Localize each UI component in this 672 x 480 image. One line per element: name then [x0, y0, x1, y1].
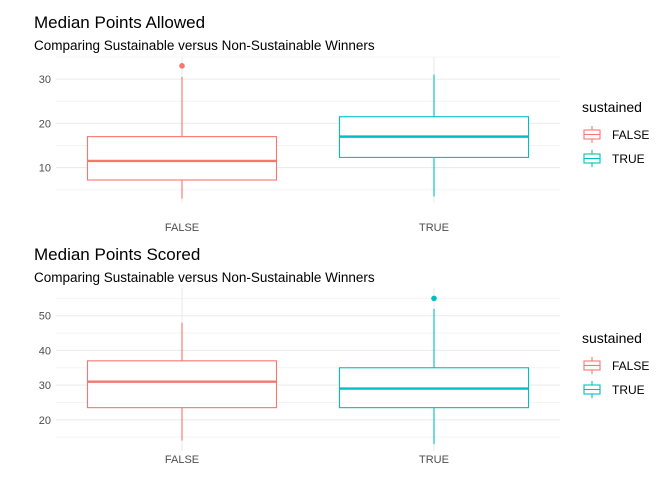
y-tick-label: 40: [39, 345, 51, 357]
legend-label: TRUE: [612, 383, 645, 397]
legend-label: FALSE: [612, 359, 649, 373]
legend: sustained FALSE TRUE: [582, 330, 649, 398]
legend-label: FALSE: [612, 128, 649, 142]
chart-subtitle: Comparing Sustainable versus Non-Sustain…: [34, 270, 375, 285]
panel-2: Median Points Scored Comparing Sustainabl…: [34, 245, 649, 466]
y-tick-label: 20: [39, 415, 51, 427]
chart-title: Median Points Scored: [34, 245, 200, 264]
legend-key-false: [583, 126, 601, 143]
y-tick-label: 20: [39, 118, 51, 130]
box-false: [86, 322, 278, 441]
legend: sustained FALSE TRUE: [582, 99, 649, 167]
y-tick-label: 30: [39, 380, 51, 392]
y-tick-label: 10: [39, 163, 51, 175]
legend-title: sustained: [582, 330, 642, 346]
x-tick-label: TRUE: [419, 222, 449, 234]
x-tick-label: TRUE: [419, 454, 449, 466]
legend-title: sustained: [582, 99, 642, 115]
y-tick-label: 30: [39, 74, 51, 86]
legend-key-true: [583, 150, 601, 167]
outlier-point: [179, 63, 185, 69]
chart-subtitle: Comparing Sustainable versus Non-Sustain…: [34, 38, 375, 53]
x-tick-label: FALSE: [165, 222, 199, 234]
panel-1: Median Points Allowed Comparing Sustainab…: [34, 13, 649, 234]
box-iqr: [86, 136, 278, 181]
legend-label: TRUE: [612, 152, 645, 166]
y-tick-label: 50: [39, 311, 51, 323]
box-iqr: [86, 360, 278, 409]
box-true: [338, 74, 530, 197]
legend-key-true: [583, 381, 601, 398]
box-false: [86, 63, 278, 199]
x-tick-label: FALSE: [165, 454, 199, 466]
outlier-point: [431, 295, 437, 302]
legend-key-false: [583, 357, 601, 374]
chart-title: Median Points Allowed: [34, 13, 205, 32]
box-true: [338, 295, 530, 445]
